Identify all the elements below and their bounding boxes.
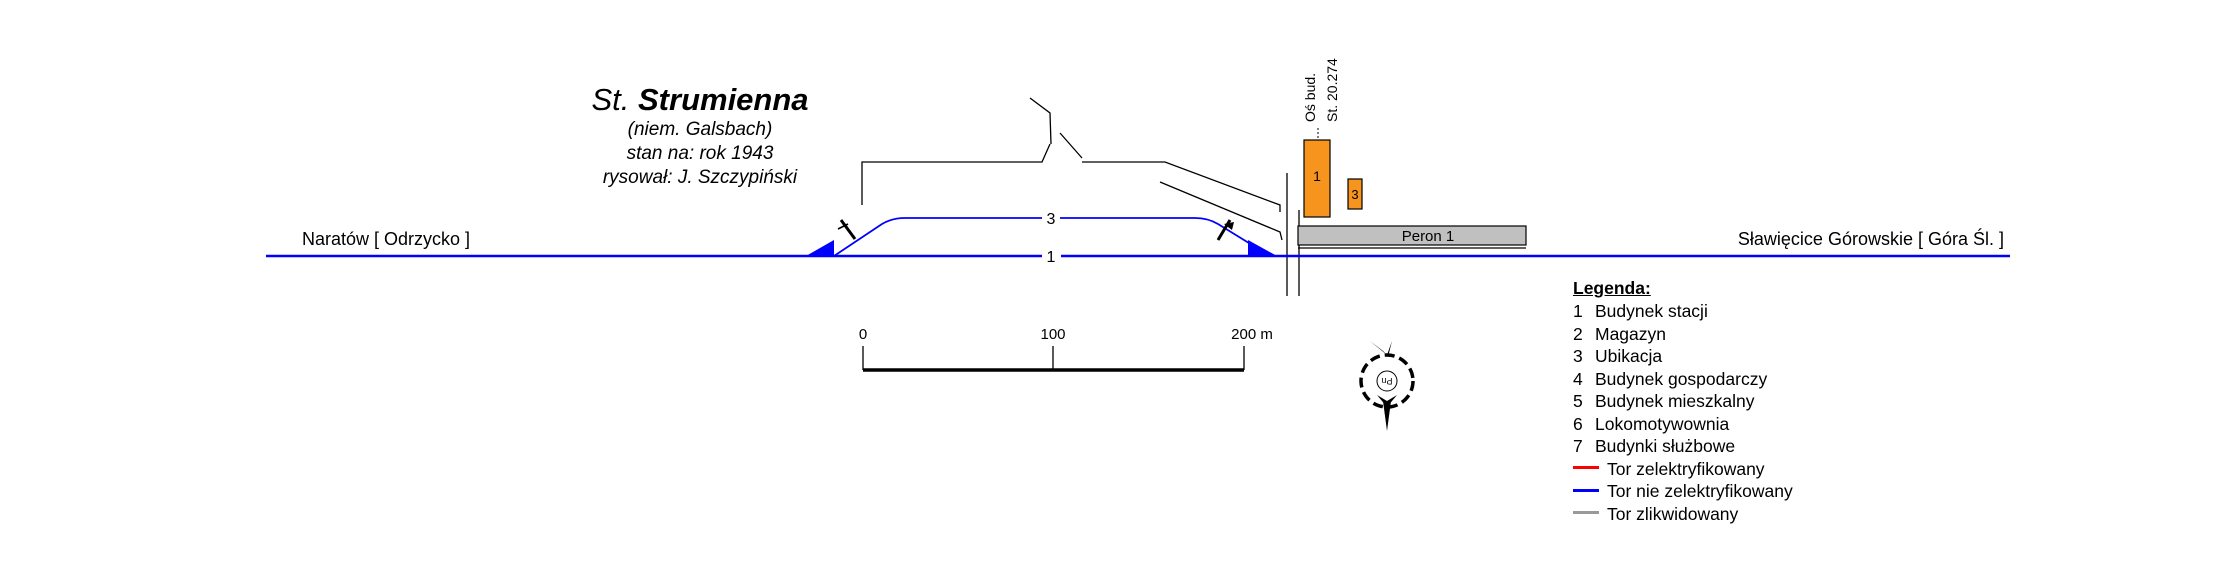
scale-tick-200: 200 m <box>1231 326 1273 343</box>
platform-1 <box>1297 225 1527 246</box>
station-title: St. Strumienna <box>520 82 880 118</box>
switch-right <box>1248 240 1277 256</box>
toilet-building <box>1347 178 1363 210</box>
station-german-name: (niem. Galsbach) <box>627 119 773 140</box>
legend-item: 2 Magazyn <box>1573 323 1667 344</box>
scale-tick-100: 100 <box>1040 326 1065 343</box>
siding-track-label: 3 <box>1047 211 1056 228</box>
legend-title: Legenda: <box>1573 278 1651 298</box>
compass-icon <box>1359 341 1415 431</box>
station-title-block: St. Strumienna (niem. Galsbach) stan na:… <box>520 82 880 190</box>
legend-item: 5 Budynek mieszkalny <box>1573 391 1755 411</box>
main-track-label: 1 <box>1047 249 1056 266</box>
road-stub <box>1059 132 1083 159</box>
legend-line-electrified: Tor zelektryfikowany <box>1573 458 1793 481</box>
station-building <box>1303 139 1331 218</box>
siding-track <box>833 217 1042 257</box>
legend-item: 4 Budynek gospodarczy <box>1573 368 1768 389</box>
legend-line-non-electrified: Tor nie zelektryfikowany <box>1573 480 1793 503</box>
legend-item: 6 Lokomotywownia <box>1573 413 1730 434</box>
road-outline-upper <box>861 143 1051 205</box>
direction-right: Sławięcice Górowskie [ Góra Śl. ] <box>1738 228 2004 249</box>
siding-track-right <box>1060 217 1271 257</box>
toilet-building-label: 3 <box>1351 187 1358 202</box>
legend: Legenda: 1 Budynek stacji 2 Magazyn 3 Ubika… <box>1573 276 1793 525</box>
direction-left: Naratów [ Odrzycko ] <box>302 229 470 249</box>
legend-line-removed: Tor zlikwidowany <box>1573 503 1793 526</box>
station-state: stan na: rok 1943 <box>626 143 774 164</box>
legend-item: 3 Ubikacja <box>1573 346 1663 366</box>
scale-tick-0: 0 <box>859 326 867 343</box>
station-name: Strumienna <box>638 82 809 117</box>
switch-left <box>806 240 834 256</box>
station-building-label: 1 <box>1313 168 1321 184</box>
station-author: rysował: J. Szczypiński <box>602 167 798 188</box>
swatch-grey <box>1573 511 1599 515</box>
axis-label-line1: Oś bud. <box>1302 73 1318 122</box>
road-outline <box>1029 97 1052 145</box>
platform-label: Peron 1 <box>1402 228 1455 245</box>
legend-item: 7 Budynki służbowe <box>1573 436 1736 456</box>
swatch-blue <box>1573 488 1599 492</box>
road-outline-right <box>1082 161 1281 212</box>
station-prefix: St. <box>591 82 630 117</box>
axis-label-line2: St. 20.274 <box>1324 58 1340 122</box>
legend-item: 1 Budynek stacji <box>1573 301 1708 321</box>
signal-right <box>1216 219 1234 241</box>
swatch-red <box>1573 466 1599 470</box>
road-to-crossing <box>1159 181 1283 241</box>
signal-left <box>837 219 857 240</box>
scale-bar <box>862 346 1245 372</box>
compass-label: Pn <box>1381 376 1392 386</box>
